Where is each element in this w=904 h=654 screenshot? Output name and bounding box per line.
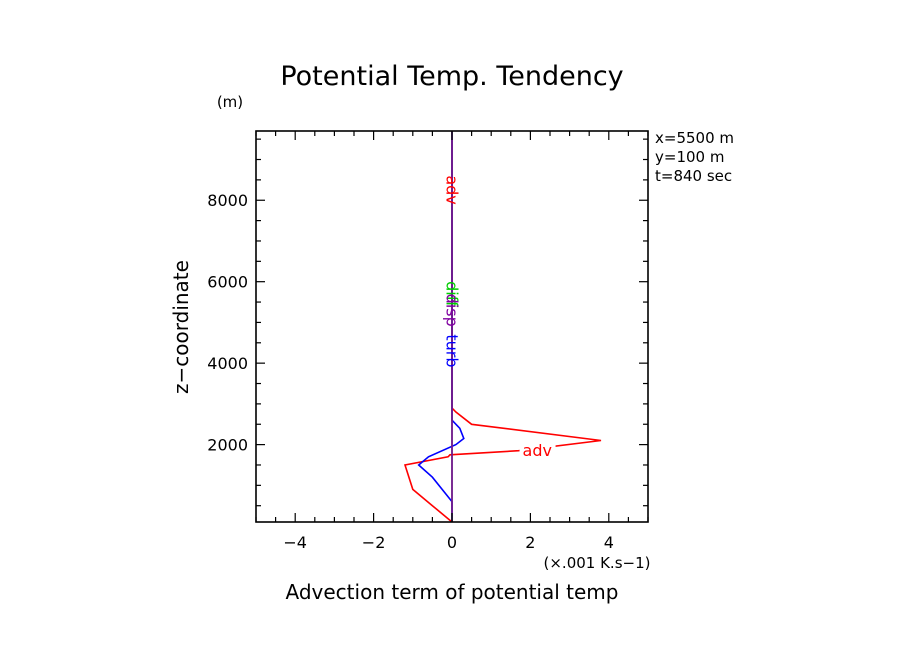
y-tick-label: 6000 — [207, 273, 248, 292]
series-label-turb: turb — [443, 334, 462, 367]
x-tick-label: 0 — [447, 533, 457, 552]
x-axis-label: Advection term of potential temp — [286, 580, 619, 604]
x-tick-label: −2 — [362, 533, 386, 552]
x-tick-label: 2 — [525, 533, 535, 552]
series-line-turb — [417, 131, 465, 522]
series-label-adv: adv — [523, 441, 552, 460]
info-t: t=840 sec — [655, 167, 732, 185]
y-axis-label: z−coordinate — [169, 260, 193, 394]
axes-layer: −4 −2 0 2 4 2000 4000 6000 8000 — [207, 130, 649, 552]
series-label-bg — [519, 441, 556, 460]
x-axis-unit: (×.001 K.s−1) — [544, 554, 651, 572]
series-layer — [403, 131, 602, 523]
x-tick-label: 4 — [604, 533, 614, 552]
series-label-diff: diff — [443, 281, 462, 308]
info-y: y=100 m — [655, 148, 724, 166]
series-label-adv: adv — [443, 175, 462, 204]
chart-title: Potential Temp. Tendency — [280, 61, 623, 92]
info-box: x=5500 m y=100 m t=840 sec — [655, 129, 734, 185]
series-label-disp: disp — [443, 294, 462, 327]
series-line-adv — [403, 131, 602, 523]
info-x: x=5500 m — [655, 129, 734, 147]
y-axis-unit: (m) — [217, 93, 243, 111]
y-tick-label: 2000 — [207, 436, 248, 455]
y-tick-label: 8000 — [207, 191, 248, 210]
y-tick-label: 4000 — [207, 354, 248, 373]
x-tick-label: −4 — [283, 533, 307, 552]
